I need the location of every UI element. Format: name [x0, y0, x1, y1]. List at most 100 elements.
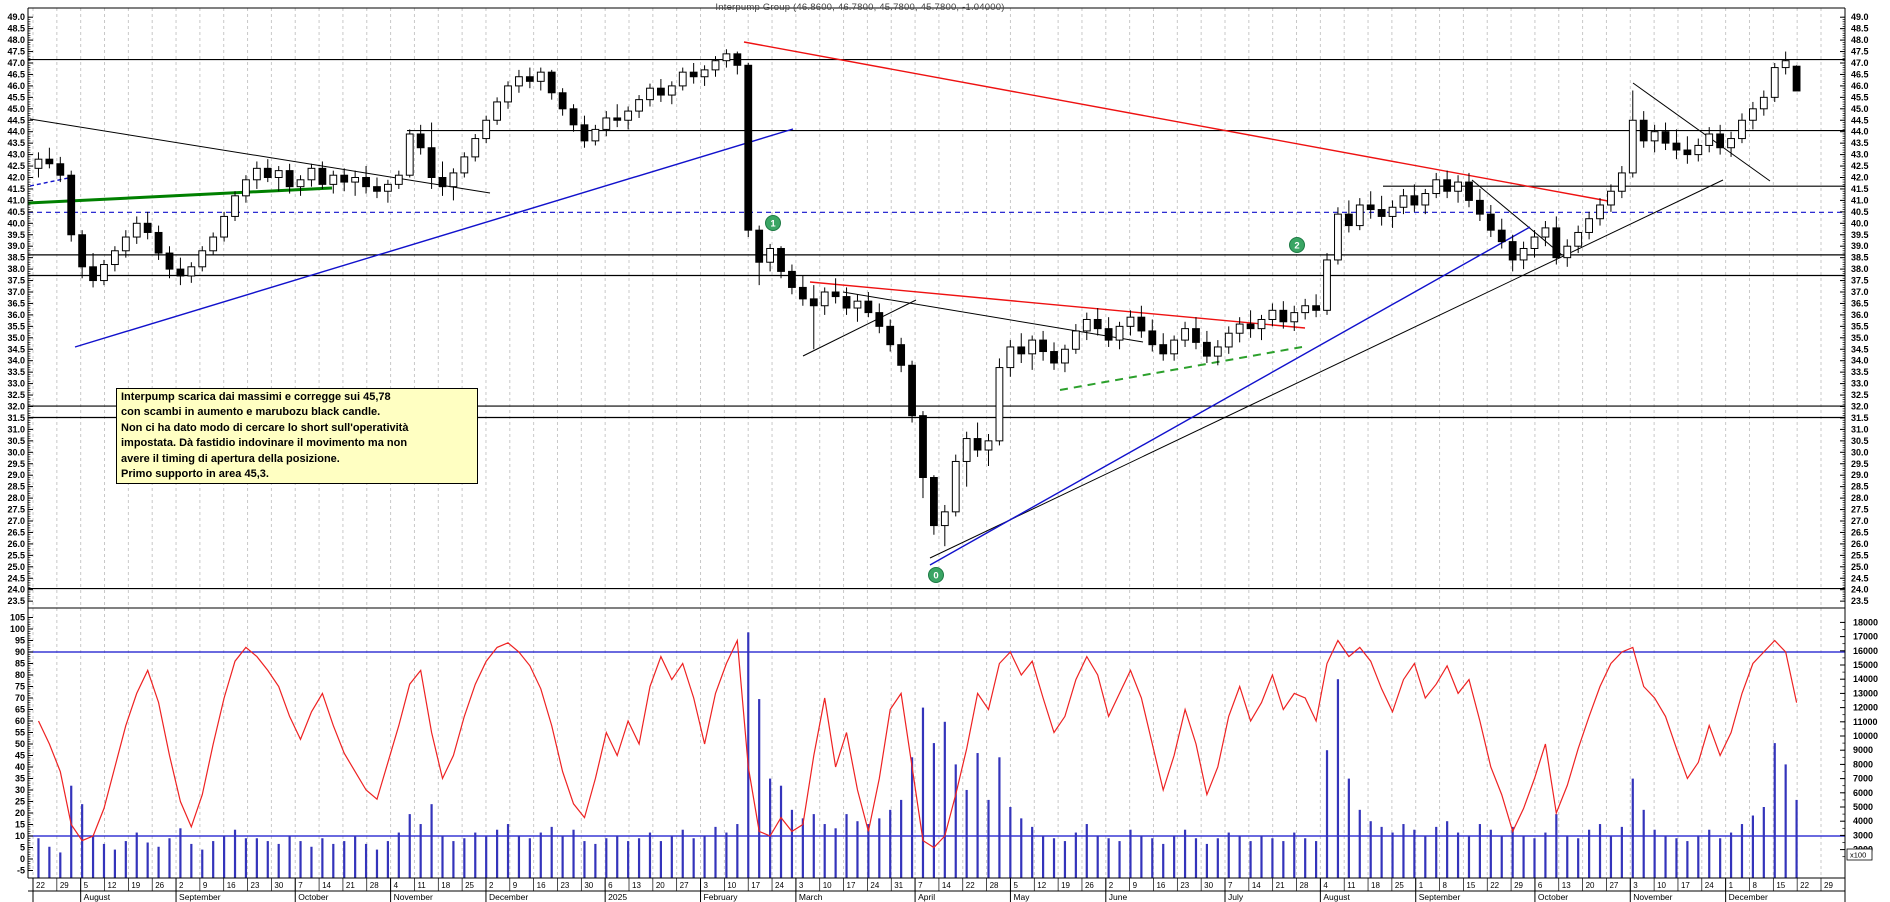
svg-text:22: 22	[1800, 881, 1809, 890]
svg-text:46.0: 46.0	[7, 81, 25, 91]
svg-text:85: 85	[15, 659, 25, 669]
svg-text:21: 21	[1276, 881, 1285, 890]
svg-text:20: 20	[1586, 881, 1595, 890]
svg-text:35.0: 35.0	[7, 333, 25, 343]
svg-text:7000: 7000	[1853, 774, 1873, 784]
svg-text:48.5: 48.5	[7, 24, 25, 34]
svg-text:26: 26	[155, 881, 164, 890]
svg-text:10: 10	[15, 831, 25, 841]
svg-text:December: December	[1729, 892, 1768, 902]
trendline-blue-dashed-left-stub	[29, 175, 79, 187]
svg-text:15000: 15000	[1853, 660, 1878, 670]
svg-text:47.5: 47.5	[1851, 47, 1869, 57]
svg-text:65: 65	[15, 705, 25, 715]
svg-text:32.0: 32.0	[7, 402, 25, 412]
svg-text:10: 10	[823, 881, 832, 890]
svg-text:10: 10	[1657, 881, 1666, 890]
svg-text:13: 13	[1562, 881, 1571, 890]
svg-text:19: 19	[131, 881, 140, 890]
candles-layer	[34, 49, 1801, 547]
svg-text:21: 21	[346, 881, 355, 890]
svg-text:49.0: 49.0	[7, 12, 25, 22]
svg-text:30.0: 30.0	[1851, 447, 1869, 457]
svg-text:24.0: 24.0	[1851, 585, 1869, 595]
svg-text:29.5: 29.5	[7, 459, 25, 469]
svg-text:39.0: 39.0	[1851, 241, 1869, 251]
wave-marker-1: 1	[765, 215, 781, 231]
oscillator-line-layer	[37, 638, 1798, 849]
svg-text:44.0: 44.0	[7, 127, 25, 137]
svg-text:17: 17	[1681, 881, 1690, 890]
svg-text:22: 22	[966, 881, 975, 890]
axes-layer: 49.0 49.048.5 48.548.0 48.047.5 47.547.0 47.0…	[7, 7, 1878, 879]
svg-text:29: 29	[60, 881, 69, 890]
svg-text:12: 12	[1037, 881, 1046, 890]
svg-text:39.5: 39.5	[7, 230, 25, 240]
svg-text:90: 90	[15, 647, 25, 657]
svg-text:38.0: 38.0	[1851, 264, 1869, 274]
svg-text:27.5: 27.5	[1851, 505, 1869, 515]
svg-text:4: 4	[394, 881, 399, 890]
svg-text:14000: 14000	[1853, 674, 1878, 684]
wave-marker-0: 0	[928, 567, 944, 583]
svg-text:October: October	[298, 892, 328, 902]
svg-text:35.0: 35.0	[1851, 333, 1869, 343]
svg-text:4000: 4000	[1853, 816, 1873, 826]
svg-text:5: 5	[1013, 881, 1018, 890]
svg-text:44.0: 44.0	[1851, 127, 1869, 137]
svg-text:17: 17	[847, 881, 856, 890]
svg-text:28: 28	[1300, 881, 1309, 890]
svg-text:32.0: 32.0	[1851, 402, 1869, 412]
svg-text:43.0: 43.0	[1851, 150, 1869, 160]
svg-text:27.0: 27.0	[7, 516, 25, 526]
svg-text:38.5: 38.5	[1851, 253, 1869, 263]
svg-text:25: 25	[15, 797, 25, 807]
svg-text:10: 10	[727, 881, 736, 890]
svg-text:41.0: 41.0	[1851, 195, 1869, 205]
svg-text:44.5: 44.5	[7, 115, 25, 125]
svg-text:4: 4	[1323, 881, 1328, 890]
svg-text:50: 50	[15, 739, 25, 749]
svg-text:27.0: 27.0	[1851, 516, 1869, 526]
annotation-box: Interpump scarica dai massimi e corregge…	[116, 388, 478, 485]
svg-text:2: 2	[1109, 881, 1114, 890]
svg-text:36.5: 36.5	[7, 298, 25, 308]
svg-text:26.0: 26.0	[7, 539, 25, 549]
svg-text:16: 16	[1156, 881, 1165, 890]
svg-text:30.0: 30.0	[7, 447, 25, 457]
svg-text:31.5: 31.5	[7, 413, 25, 423]
svg-text:105: 105	[10, 613, 25, 623]
svg-text:17000: 17000	[1853, 632, 1878, 642]
svg-text:14: 14	[942, 881, 951, 890]
svg-text:22: 22	[1490, 881, 1499, 890]
svg-text:45: 45	[15, 751, 25, 761]
svg-text:45.5: 45.5	[1851, 92, 1869, 102]
wave-marker-2: 2	[1289, 237, 1305, 253]
wave-markers-layer: 0 1 2	[765, 215, 1305, 583]
svg-text:40.5: 40.5	[1851, 207, 1869, 217]
svg-text:30: 30	[1204, 881, 1213, 890]
svg-text:2: 2	[179, 881, 184, 890]
svg-text:22: 22	[36, 881, 45, 890]
svg-text:23.5: 23.5	[1851, 596, 1869, 606]
svg-text:14: 14	[322, 881, 331, 890]
svg-text:11: 11	[417, 881, 426, 890]
svg-text:34.0: 34.0	[7, 356, 25, 366]
svg-text:20: 20	[15, 808, 25, 818]
svg-text:24: 24	[870, 881, 879, 890]
svg-text:July: July	[1228, 892, 1244, 902]
svg-text:0: 0	[933, 570, 938, 581]
svg-text:August: August	[84, 892, 111, 902]
svg-text:7: 7	[918, 881, 923, 890]
svg-text:November: November	[394, 892, 433, 902]
svg-text:April: April	[918, 892, 935, 902]
svg-text:35.5: 35.5	[7, 321, 25, 331]
svg-text:February: February	[704, 892, 739, 902]
svg-text:18000: 18000	[1853, 617, 1878, 627]
svg-text:9: 9	[1133, 881, 1138, 890]
svg-text:36.0: 36.0	[1851, 310, 1869, 320]
svg-text:3: 3	[799, 881, 804, 890]
svg-text:34.5: 34.5	[1851, 344, 1869, 354]
trendline-spring-red-resistance	[809, 281, 1306, 329]
